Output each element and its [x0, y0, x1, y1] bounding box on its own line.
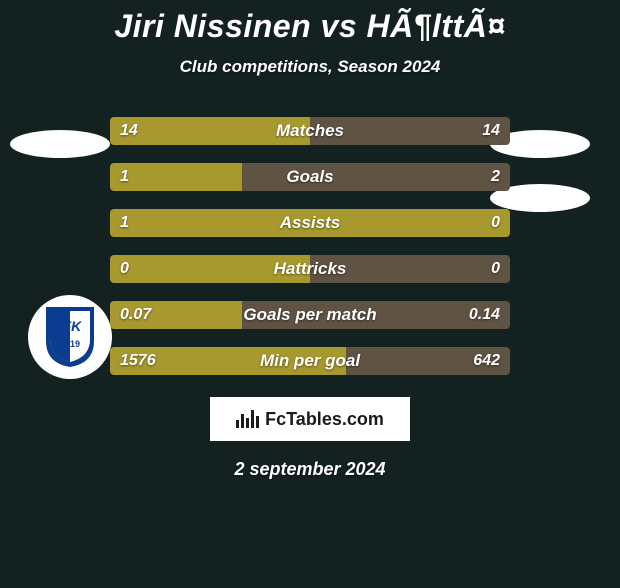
comparison-content: IFK 1919 Matches1414 Goals12 Assists10 Hatt…: [0, 117, 620, 375]
stat-bar-left: [110, 163, 242, 191]
bars-icon: [236, 410, 259, 428]
subtitle: Club competitions, Season 2024: [0, 57, 620, 77]
stat-bar-left: [110, 255, 310, 283]
stat-row: Matches1414: [110, 117, 510, 145]
stat-bar-right: [346, 347, 510, 375]
stat-row: Assists10: [110, 209, 510, 237]
stat-bar-right: [310, 117, 510, 145]
page-title: Jiri Nissinen vs HÃ¶lttÃ¤: [0, 8, 620, 45]
stat-row: Goals per match0.070.14: [110, 301, 510, 329]
stat-bars: Matches1414 Goals12 Assists10 Hattricks00 Go…: [110, 117, 510, 375]
club-logo: IFK 1919: [28, 295, 112, 379]
stat-bar-right: [242, 163, 510, 191]
svg-text:IFK: IFK: [59, 318, 82, 334]
stat-bar-right: [310, 255, 510, 283]
stat-bar-left: [110, 209, 510, 237]
club-shield-icon: IFK 1919: [42, 305, 98, 369]
fctables-label: FcTables.com: [265, 409, 384, 430]
stat-bar-left: [110, 347, 346, 375]
date-label: 2 september 2024: [0, 459, 620, 480]
stat-row: Goals12: [110, 163, 510, 191]
stat-row: Min per goal1576642: [110, 347, 510, 375]
stat-bar-right: [242, 301, 510, 329]
stat-row: Hattricks00: [110, 255, 510, 283]
player-ellipse-left: [10, 130, 110, 158]
stat-bar-left: [110, 301, 242, 329]
fctables-badge: FcTables.com: [210, 397, 410, 441]
stat-bar-left: [110, 117, 310, 145]
svg-text:1919: 1919: [60, 339, 80, 349]
